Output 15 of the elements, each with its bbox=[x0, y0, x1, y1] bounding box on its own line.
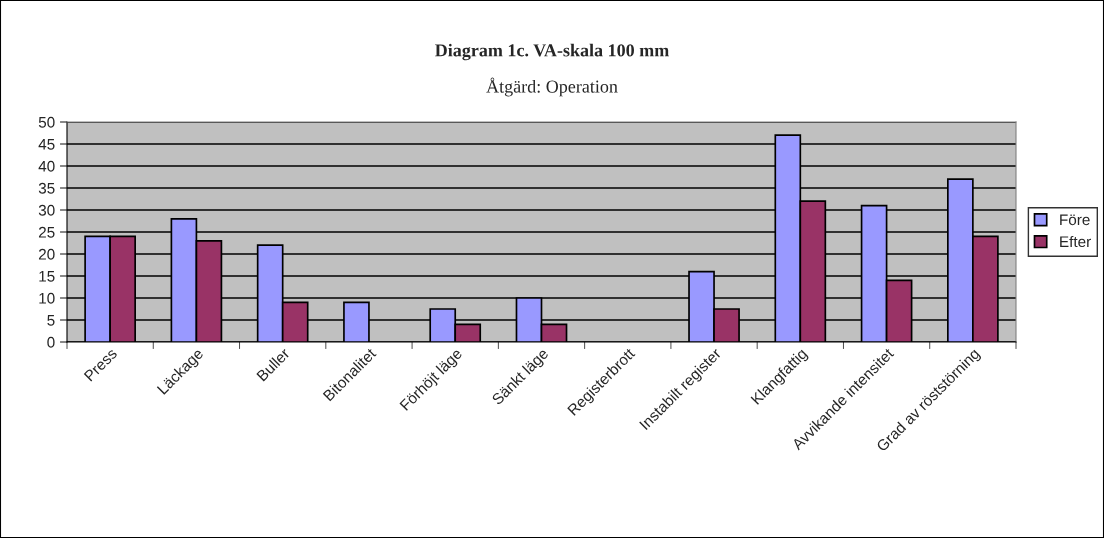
y-tick-label: 25 bbox=[38, 226, 55, 238]
y-tick-label: 50 bbox=[38, 116, 55, 128]
y-tick-label: 40 bbox=[38, 160, 55, 172]
y-tick-label: 5 bbox=[47, 315, 55, 326]
chart-title: Diagram 1c. VA-skala 100 mm bbox=[435, 43, 669, 61]
y-tick-label: 20 bbox=[38, 248, 55, 260]
y-tick-label: 30 bbox=[38, 204, 55, 216]
y-tick-label: 15 bbox=[39, 271, 55, 282]
chart-subtitle: Åtgärd: Operation bbox=[486, 77, 618, 97]
y-tick-label: 45 bbox=[38, 139, 55, 150]
y-tick-label: 10 bbox=[39, 292, 55, 304]
legend-label: Före bbox=[1060, 214, 1090, 226]
legend-label: Efter bbox=[1060, 235, 1091, 248]
y-tick-label: 0 bbox=[47, 336, 55, 348]
y-tick-label: 35 bbox=[38, 182, 55, 194]
